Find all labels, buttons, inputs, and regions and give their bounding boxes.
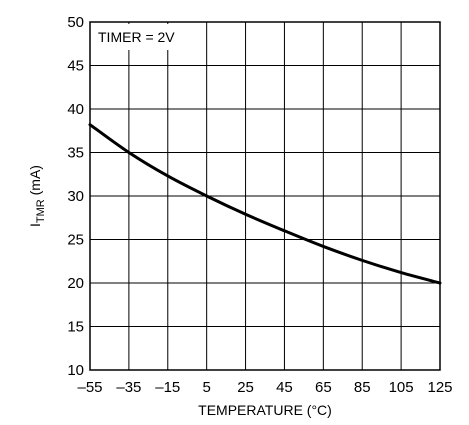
x-tick-label: 45 (276, 379, 293, 396)
x-tick-label: 105 (389, 379, 414, 396)
annotation-text: TIMER = 2V (98, 29, 175, 45)
y-tick-label: 45 (67, 58, 84, 75)
y-tick-label: 15 (67, 319, 84, 336)
x-tick-labels: –55 –35 –15 5 25 45 65 85 105 125 (77, 379, 452, 396)
y-tick-label: 30 (67, 188, 84, 205)
y-axis-title-subscript: TMR (35, 199, 47, 223)
y-tick-label: 50 (67, 14, 84, 31)
series-line (88, 123, 442, 285)
y-tick-label: 10 (67, 362, 84, 379)
plot-frame (89, 21, 441, 371)
y-tick-label: 40 (67, 101, 84, 118)
annotation-box: TIMER = 2V (92, 24, 177, 50)
y-axis-title: ITMR (mA) (27, 165, 47, 227)
x-tick-label: 125 (427, 379, 452, 396)
x-tick-label: 5 (202, 379, 210, 396)
y-tick-label: 20 (67, 275, 84, 292)
y-axis-title-suffix: (mA) (27, 165, 43, 199)
x-axis-title: TEMPERATURE (°C) (198, 402, 332, 418)
x-tick-label: 65 (315, 379, 332, 396)
x-tick-label: –15 (155, 379, 180, 396)
y-tick-label: 35 (67, 145, 84, 162)
x-tick-label: –55 (77, 379, 102, 396)
annotation-background (92, 24, 177, 50)
y-tick-label: 25 (67, 232, 84, 249)
x-tick-label: –35 (116, 379, 141, 396)
x-tick-label: 85 (354, 379, 371, 396)
y-tick-labels: 10 15 20 25 30 35 40 45 50 (67, 14, 84, 379)
x-tick-label: 25 (237, 379, 254, 396)
grid (90, 22, 440, 370)
y-axis-title-main: I (27, 223, 43, 227)
